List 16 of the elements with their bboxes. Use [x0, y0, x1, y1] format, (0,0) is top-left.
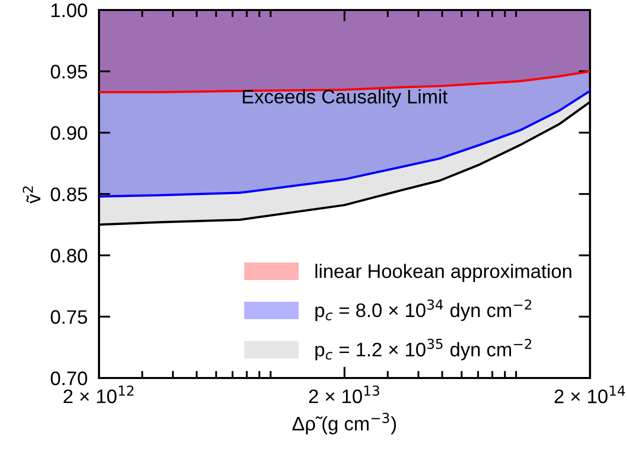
y-tick-label: 0.90: [50, 126, 88, 140]
x-tick-label: 2 × 10$^{14}$: [554, 386, 625, 404]
annotation: Exceeds Causality Limit: [242, 89, 448, 108]
y-tick-label: 0.75: [50, 310, 88, 324]
x-tick-label: 2 × 10$^{13}$: [309, 386, 380, 404]
x-tick-label: 2 × 10$^{12}$: [64, 386, 134, 404]
y-tick-label: 0.95: [50, 64, 88, 79]
x-axis-title: Δρ̃ (g cm$^{−3}$): [292, 412, 396, 434]
y-axis-title: ṽ$^{2}$: [22, 186, 40, 204]
y-tick-label: 0.85: [50, 187, 88, 202]
legend-label: p$_{c}$ = 1.2 × 10$^{35}$ dyn cm$^{−2}$: [315, 338, 532, 360]
y-tick-label: 0.70: [50, 371, 88, 386]
y-tick-label: 0.80: [50, 248, 88, 263]
legend-label: linear Hookean approximation: [315, 264, 572, 282]
legend-label: p$_{c}$ = 8.0 × 10$^{34}$ dyn cm$^{−2}$: [315, 299, 532, 322]
y-tick-label: 1.00: [52, 3, 88, 18]
